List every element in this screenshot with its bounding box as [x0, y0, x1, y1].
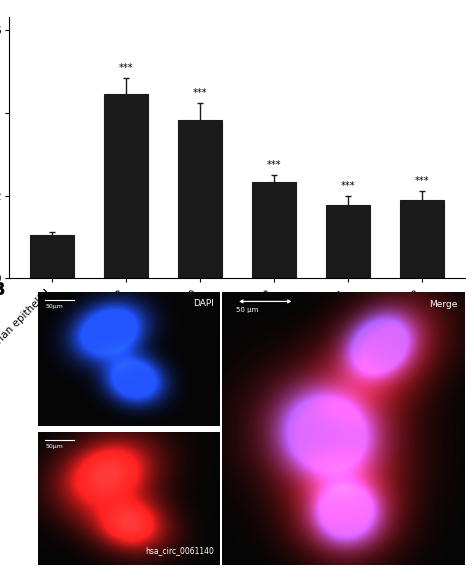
Text: ***: *** — [414, 175, 429, 186]
Bar — [252, 182, 296, 279]
Text: DAPI: DAPI — [193, 298, 214, 308]
Text: 50 μm: 50 μm — [236, 308, 258, 313]
Text: ***: *** — [266, 160, 281, 170]
Text: Merge: Merge — [429, 300, 457, 309]
Bar — [30, 235, 74, 279]
Text: ***: *** — [193, 88, 208, 98]
Text: B: B — [0, 281, 5, 299]
Text: 50μm: 50μm — [45, 304, 63, 309]
Bar — [326, 205, 370, 279]
Text: ***: *** — [340, 181, 355, 192]
Text: ***: *** — [119, 63, 134, 73]
Bar — [400, 200, 444, 279]
Text: hsa_circ_0061140: hsa_circ_0061140 — [145, 546, 214, 554]
Bar — [104, 94, 148, 279]
Bar — [178, 120, 222, 279]
Text: 50μm: 50μm — [45, 444, 63, 448]
